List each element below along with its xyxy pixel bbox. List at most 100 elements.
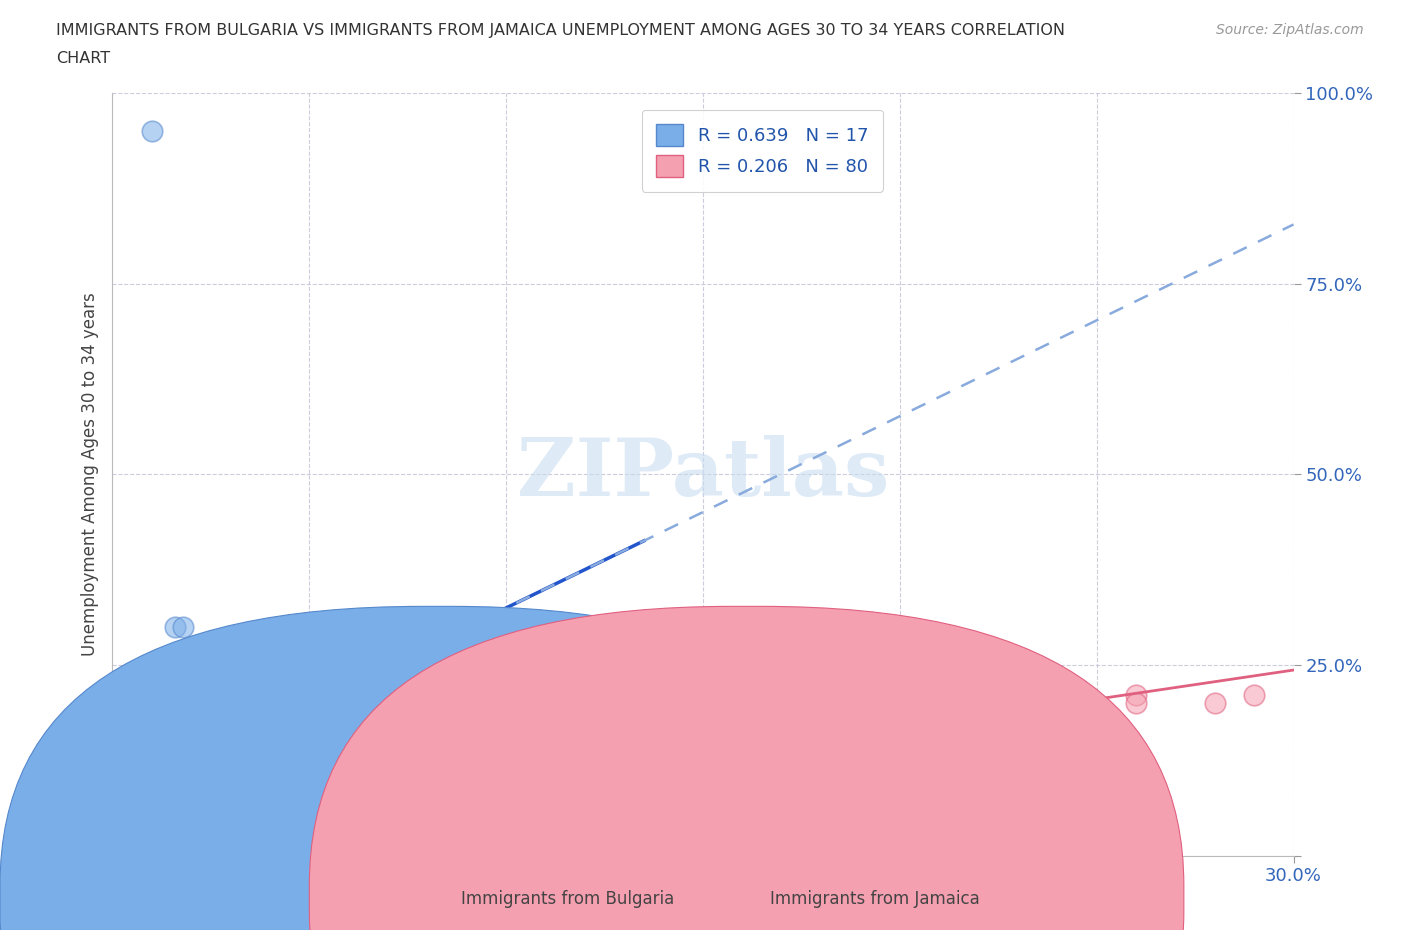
Point xyxy=(172,619,194,634)
Point xyxy=(141,848,163,863)
Point xyxy=(169,833,191,848)
Point xyxy=(731,764,754,779)
Point xyxy=(810,688,832,703)
Point xyxy=(495,688,517,703)
Point xyxy=(810,764,832,779)
Point xyxy=(1125,741,1147,756)
Point xyxy=(129,841,152,856)
Point xyxy=(132,848,155,863)
Point xyxy=(574,772,596,787)
Point xyxy=(156,848,179,863)
Point xyxy=(112,841,135,856)
Point xyxy=(1046,741,1069,756)
Point xyxy=(156,719,179,734)
Point xyxy=(1243,688,1265,703)
Point xyxy=(228,810,250,825)
Point xyxy=(110,848,132,863)
Point xyxy=(160,848,183,863)
Point xyxy=(1046,696,1069,711)
Point xyxy=(278,795,301,810)
Point xyxy=(219,810,242,825)
Point xyxy=(117,848,139,863)
Point xyxy=(200,848,222,863)
Point xyxy=(152,848,174,863)
Point xyxy=(267,803,290,817)
Point xyxy=(152,848,174,863)
Point xyxy=(211,810,233,825)
Point xyxy=(160,841,183,856)
Point xyxy=(132,841,155,856)
Point xyxy=(259,803,281,817)
Text: ZIPatlas: ZIPatlas xyxy=(517,435,889,513)
Point xyxy=(377,787,399,802)
Point xyxy=(259,711,281,725)
Point xyxy=(967,688,990,703)
Point xyxy=(692,696,714,711)
Point xyxy=(105,848,128,863)
Point xyxy=(125,841,148,856)
Point xyxy=(110,848,132,863)
Point xyxy=(1204,696,1226,711)
Point xyxy=(318,795,340,810)
Point xyxy=(132,848,155,863)
Point xyxy=(495,779,517,794)
Point xyxy=(180,833,202,848)
Point xyxy=(112,848,135,863)
Point xyxy=(889,757,911,772)
Point xyxy=(239,810,262,825)
Point xyxy=(337,703,360,718)
Point xyxy=(200,817,222,832)
Point xyxy=(337,787,360,802)
Point xyxy=(1125,688,1147,703)
Point xyxy=(145,848,167,863)
Point xyxy=(136,848,159,863)
Text: CHART: CHART xyxy=(56,51,110,66)
Point xyxy=(145,841,167,856)
Point xyxy=(967,749,990,764)
Text: IMMIGRANTS FROM BULGARIA VS IMMIGRANTS FROM JAMAICA UNEMPLOYMENT AMONG AGES 30 T: IMMIGRANTS FROM BULGARIA VS IMMIGRANTS F… xyxy=(56,23,1066,38)
Point xyxy=(165,841,187,856)
Point xyxy=(152,841,174,856)
Point xyxy=(165,848,187,863)
Text: Immigrants from Bulgaria: Immigrants from Bulgaria xyxy=(461,890,675,909)
Point xyxy=(456,779,478,794)
Point xyxy=(121,841,143,856)
Point xyxy=(156,841,179,856)
Point xyxy=(889,703,911,718)
Point xyxy=(141,848,163,863)
Legend: R = 0.639   N = 17, R = 0.206   N = 80: R = 0.639 N = 17, R = 0.206 N = 80 xyxy=(641,110,883,192)
Point xyxy=(129,848,152,863)
Point xyxy=(145,848,167,863)
Point xyxy=(211,848,233,863)
Point xyxy=(121,848,143,863)
Point xyxy=(121,848,143,863)
Point xyxy=(129,848,152,863)
Text: Immigrants from Jamaica: Immigrants from Jamaica xyxy=(770,890,980,909)
Point xyxy=(1125,696,1147,711)
Point xyxy=(889,696,911,711)
Point xyxy=(136,841,159,856)
Point xyxy=(652,772,675,787)
Point xyxy=(141,841,163,856)
Point xyxy=(125,841,148,856)
Point xyxy=(184,825,207,840)
Point xyxy=(416,779,439,794)
Point xyxy=(129,848,152,863)
Point xyxy=(136,848,159,863)
Point xyxy=(132,848,155,863)
Point xyxy=(149,841,172,856)
Point xyxy=(172,833,194,848)
Point xyxy=(357,787,380,802)
Point xyxy=(204,817,226,832)
Point xyxy=(141,124,163,139)
Point xyxy=(117,848,139,863)
Point xyxy=(149,848,172,863)
Point xyxy=(149,841,172,856)
Point xyxy=(188,825,211,840)
Point xyxy=(574,703,596,718)
Point xyxy=(165,619,187,634)
Point xyxy=(298,795,321,810)
Point xyxy=(141,848,163,863)
Point xyxy=(416,696,439,711)
Text: Source: ZipAtlas.com: Source: ZipAtlas.com xyxy=(1216,23,1364,37)
